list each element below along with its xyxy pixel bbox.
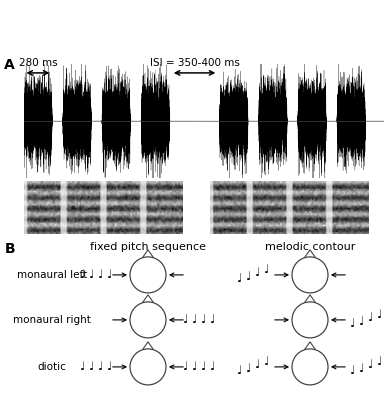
Text: diotic: diotic <box>38 362 66 372</box>
Text: ♩: ♩ <box>350 364 356 378</box>
Text: ♩: ♩ <box>377 356 383 368</box>
Text: monaural left: monaural left <box>17 270 87 280</box>
Text: fixed pitch sequence: fixed pitch sequence <box>90 242 206 252</box>
Text: ♩: ♩ <box>201 314 207 326</box>
Text: ♩: ♩ <box>80 360 86 374</box>
Text: ♩: ♩ <box>107 268 113 282</box>
Text: ♩: ♩ <box>255 266 261 280</box>
Text: ♩: ♩ <box>237 364 243 378</box>
Text: ♩: ♩ <box>192 314 198 326</box>
Text: ♩: ♩ <box>80 268 86 282</box>
Text: A: A <box>4 58 15 72</box>
Text: ♩: ♩ <box>107 360 113 374</box>
Text: ♩: ♩ <box>98 268 104 282</box>
Text: ♩: ♩ <box>183 360 189 374</box>
Text: B: B <box>5 242 16 256</box>
Text: melodic contour: melodic contour <box>265 242 355 252</box>
Text: ♩: ♩ <box>89 360 95 374</box>
Text: ♩: ♩ <box>237 272 243 286</box>
Text: monaural right: monaural right <box>13 315 91 325</box>
Text: ♩: ♩ <box>98 360 104 374</box>
Text: ♩: ♩ <box>183 314 189 326</box>
Text: ♩: ♩ <box>359 362 365 375</box>
Text: ♩: ♩ <box>255 358 261 371</box>
Text: ♩: ♩ <box>210 360 216 374</box>
Text: ♩: ♩ <box>264 356 270 368</box>
Text: ♩: ♩ <box>89 268 95 282</box>
Text: ♩: ♩ <box>246 270 252 283</box>
Text: ♩: ♩ <box>201 360 207 374</box>
Text: ♩: ♩ <box>350 318 356 330</box>
Text: ISI = 350-400 ms: ISI = 350-400 ms <box>150 58 240 68</box>
Text: ♩: ♩ <box>368 358 374 371</box>
Text: ♩: ♩ <box>264 264 270 276</box>
Text: ♩: ♩ <box>377 308 383 322</box>
Text: ♩: ♩ <box>359 315 365 328</box>
Text: ♩: ♩ <box>210 314 216 326</box>
Text: 280 ms: 280 ms <box>19 58 57 68</box>
Text: ♩: ♩ <box>246 362 252 375</box>
Text: ♩: ♩ <box>368 312 374 324</box>
Text: ♩: ♩ <box>192 360 198 374</box>
